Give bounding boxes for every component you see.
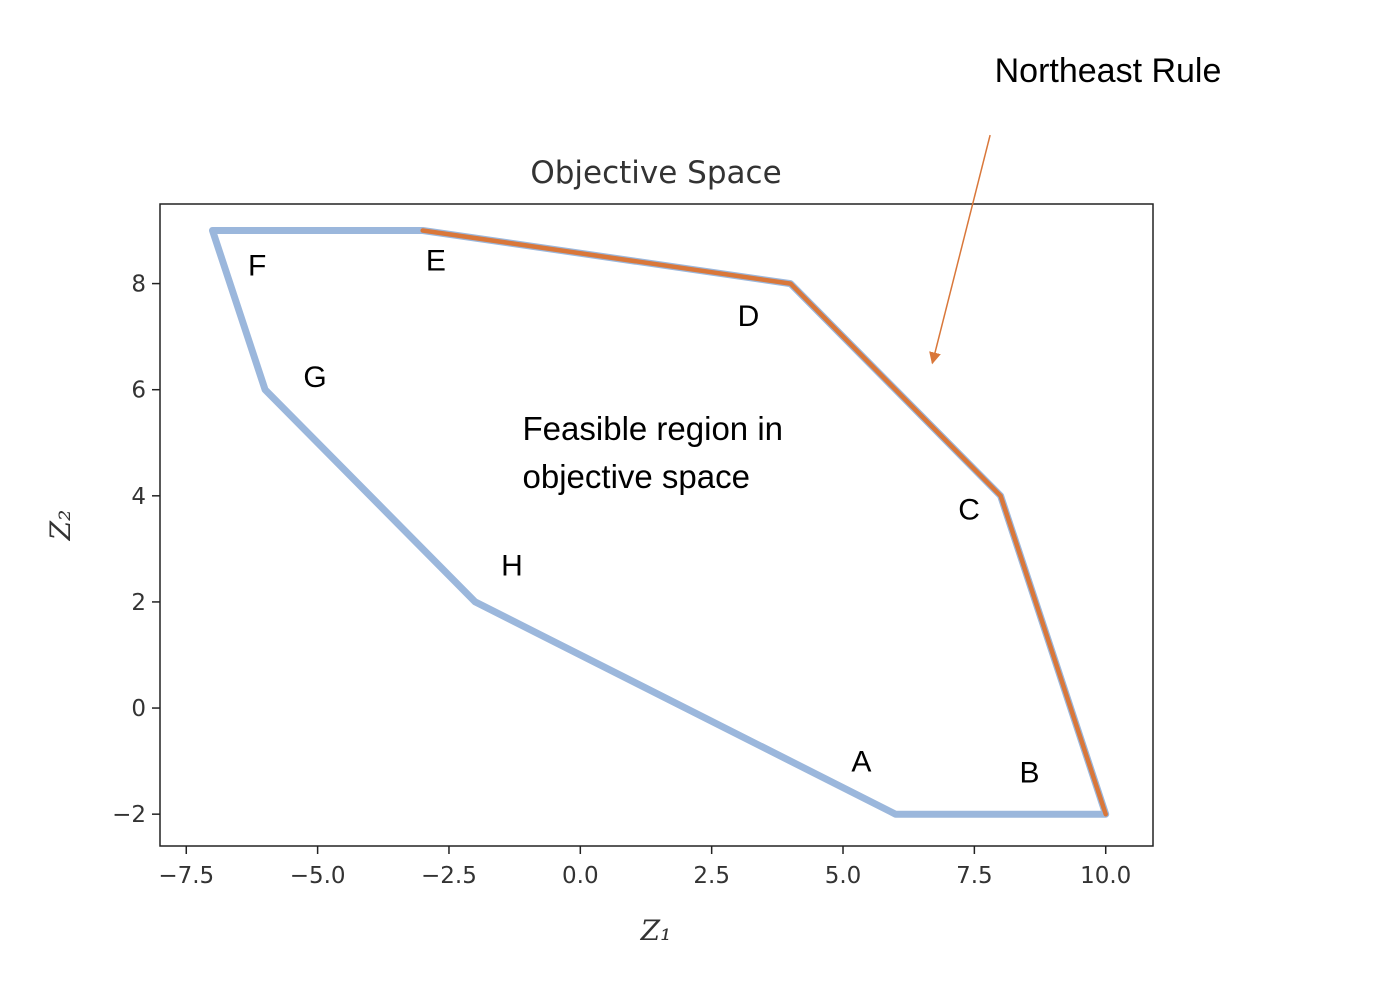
- y-tick-label: 8: [131, 272, 146, 298]
- northeast-boundary-line: [420, 228, 1108, 817]
- x-tick-label: 7.5: [956, 863, 993, 889]
- y-tick-label: 0: [131, 696, 146, 722]
- x-tick-label: 2.5: [693, 863, 730, 889]
- x-tick-label: −2.5: [421, 863, 477, 889]
- x-tick-label: 5.0: [825, 863, 862, 889]
- x-axis-label: Z₁: [640, 914, 672, 947]
- northeast-rule-arrow: [929, 134, 991, 365]
- x-tick-label: 10.0: [1080, 863, 1131, 889]
- x-tick-label: −5.0: [290, 863, 346, 889]
- point-label-a: A: [851, 746, 871, 779]
- x-axis: −7.5 −5.0 −2.5 0.0 2.5 5.0 7.5 10.0: [158, 846, 1131, 889]
- chart-title: Objective Space: [530, 155, 781, 191]
- northeast-rule-annotation: Northeast Rule: [929, 52, 1222, 365]
- plot-area: [209, 227, 1110, 818]
- y-tick-label: 6: [131, 378, 146, 404]
- y-axis-label: Z₂: [44, 510, 77, 542]
- point-label-b: B: [1020, 756, 1040, 789]
- y-tick-label: 2: [131, 590, 146, 616]
- point-label-f: F: [248, 250, 266, 283]
- y-tick-label: −2: [112, 802, 146, 828]
- point-label-c: C: [958, 494, 980, 527]
- x-tick-label: −7.5: [158, 863, 214, 889]
- annotations: Feasible region in objective space: [523, 410, 784, 495]
- point-label-d: D: [738, 300, 760, 333]
- y-axis: −2 0 2 4 6 8: [112, 272, 160, 828]
- point-labels: A B C D E F G H: [248, 244, 1040, 789]
- point-label-h: H: [501, 549, 523, 582]
- x-tick-label: 0.0: [562, 863, 599, 889]
- point-label-e: E: [426, 244, 446, 277]
- feasible-region-annotation: Feasible region in objective space: [523, 410, 784, 495]
- point-label-g: G: [303, 361, 326, 394]
- northeast-rule-label: Northeast Rule: [995, 52, 1222, 90]
- plot-frame: [159, 203, 1154, 847]
- annotation-line: objective space: [523, 458, 750, 495]
- y-tick-label: 4: [131, 484, 146, 510]
- annotation-line: Feasible region in: [523, 410, 784, 447]
